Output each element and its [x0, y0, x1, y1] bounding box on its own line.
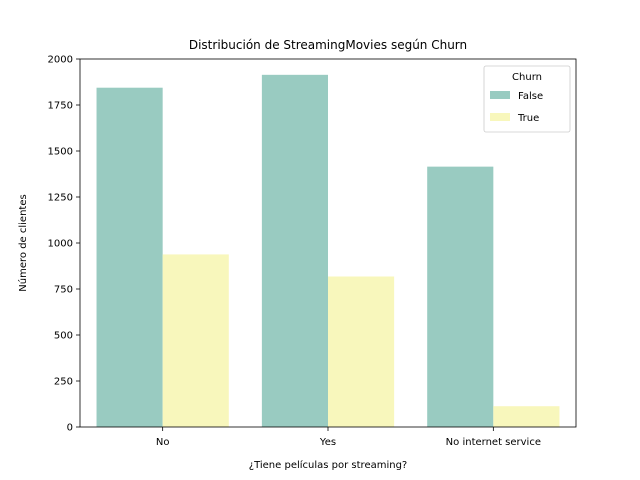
legend: Churn False True [483, 65, 571, 133]
legend-label-false: False [518, 91, 543, 102]
legend-swatch-true [490, 113, 510, 121]
y-tick-label: 0 [67, 423, 73, 434]
y-tick-label: 2000 [48, 55, 73, 66]
y-tick-label: 500 [54, 331, 73, 342]
bar-false-2 [427, 166, 494, 427]
legend-label-true: True [517, 113, 539, 124]
bar-false-0 [96, 87, 163, 427]
legend-swatch-false [490, 91, 510, 99]
y-axis-label: Número de clientes [17, 194, 29, 291]
chart-title: Distribución de StreamingMovies según Ch… [189, 38, 467, 52]
bar-true-2 [493, 406, 560, 427]
y-tick-label: 750 [54, 285, 73, 296]
bars-group [96, 74, 560, 427]
y-tick-label: 1750 [48, 101, 73, 112]
x-tick-label: No [156, 437, 170, 448]
y-tick-label: 1500 [48, 147, 73, 158]
y-tick-label: 1000 [48, 239, 73, 250]
bar-true-1 [328, 276, 395, 427]
legend-title: Churn [512, 72, 542, 83]
bar-true-0 [162, 254, 229, 427]
x-tick-label: No internet service [446, 437, 541, 448]
x-axis-label: ¿Tiene películas por streaming? [249, 459, 407, 471]
y-axis: 0 250 500 750 1000 1250 1500 1750 2000 [48, 55, 80, 434]
x-tick-label: Yes [319, 437, 336, 448]
x-axis: No Yes No internet service [156, 427, 541, 448]
plot-frame [79, 58, 577, 428]
y-tick-label: 1250 [48, 193, 73, 204]
bar-false-1 [261, 74, 328, 427]
y-tick-label: 250 [54, 377, 73, 388]
